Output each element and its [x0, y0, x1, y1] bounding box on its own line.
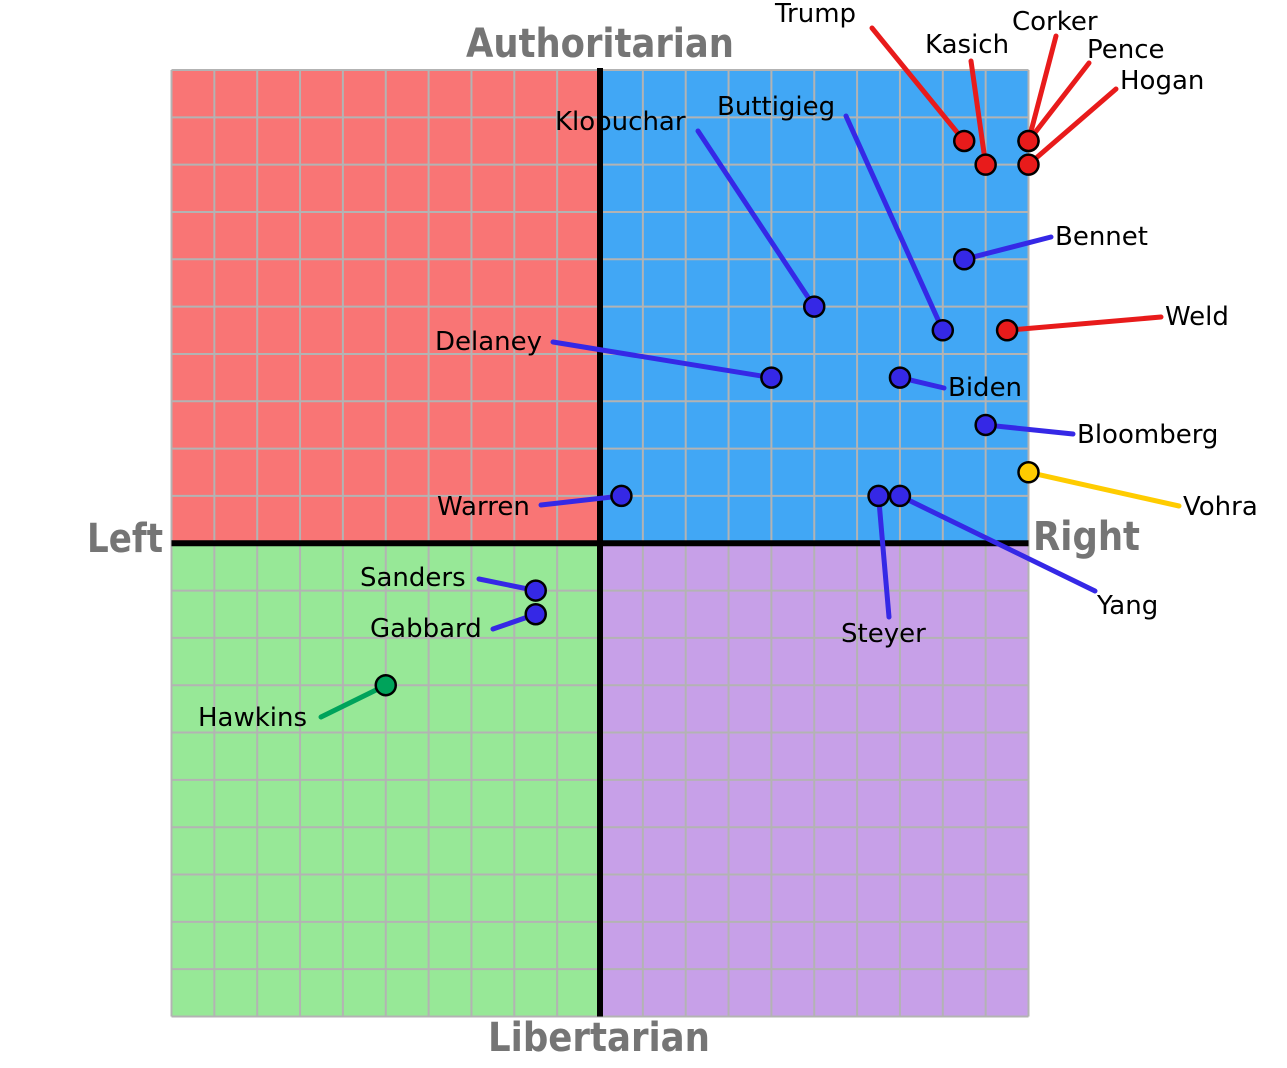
point-trump: [952, 129, 976, 153]
point-label-delaney: Delaney: [435, 327, 542, 357]
axis-label-authoritarian: Authoritarian: [466, 21, 734, 67]
point-biden: [888, 366, 912, 389]
point-gabbard: [524, 602, 547, 626]
point-buttigieg: [931, 319, 955, 342]
point-klobuchar: [803, 295, 826, 318]
point-label-hogan: Hogan: [1120, 66, 1204, 96]
leader-line-klobuchar: [695, 128, 817, 310]
point-bennet: [952, 248, 976, 271]
point-yang: [888, 484, 912, 508]
axis-lines: [171, 68, 1029, 1017]
point-label-gabbard: Gabbard: [370, 614, 482, 644]
leader-line-kasich: [968, 58, 989, 168]
point-label-yang: Yang: [1096, 591, 1158, 621]
point-hogan: [1017, 153, 1040, 176]
point-label-trump: Trump: [774, 0, 856, 29]
point-vohra: [1017, 461, 1040, 484]
point-label-weld: Weld: [1165, 302, 1229, 332]
point-label-vohra: Vohra: [1183, 492, 1258, 522]
leader-line-pence: [1026, 60, 1092, 144]
leader-line-delaney: [550, 339, 774, 381]
point-label-biden: Biden: [948, 373, 1022, 403]
axis-label-libertarian: Libertarian: [488, 1015, 710, 1061]
point-label-bennet: Bennet: [1055, 222, 1148, 252]
point-label-bloomberg: Bloomberg: [1077, 420, 1218, 450]
leader-line-bennet: [961, 234, 1054, 262]
point-warren: [610, 484, 633, 508]
point-label-klobuchar: Klobuchar: [555, 107, 686, 137]
point-label-hawkins: Hawkins: [198, 703, 307, 733]
leader-line-bloomberg: [983, 422, 1076, 437]
point-label-steyer: Steyer: [841, 619, 926, 649]
point-label-kasich: Kasich: [925, 30, 1009, 60]
leader-line-yang: [897, 493, 1098, 594]
point-hawkins: [374, 673, 397, 697]
leader-line-buttigieg: [843, 113, 946, 333]
leader-line-weld: [1004, 314, 1164, 333]
leader-line-vohra: [1026, 469, 1182, 509]
point-label-warren: Warren: [437, 492, 530, 522]
point-label-corker: Corker: [1012, 7, 1098, 37]
axis-label-right: Right: [1033, 514, 1140, 560]
leader-lines: [318, 25, 1182, 720]
leader-line-steyer: [876, 493, 892, 620]
leader-line-hawkins: [318, 682, 389, 720]
data-points: [374, 129, 1040, 697]
leader-line-corker: [1026, 33, 1059, 144]
axis-label-left: Left: [87, 516, 163, 562]
leader-line-trump: [869, 25, 967, 144]
point-pence: [1017, 129, 1040, 153]
leader-line-warren: [538, 493, 624, 508]
point-label-buttigieg: Buttigieg: [717, 92, 835, 122]
point-label-sanders: Sanders: [360, 563, 466, 593]
point-steyer: [867, 484, 890, 508]
point-label-pence: Pence: [1087, 35, 1165, 65]
point-kasich: [974, 153, 997, 176]
leader-line-hogan: [1026, 86, 1119, 168]
point-delaney: [760, 366, 783, 389]
point-sanders: [524, 579, 547, 602]
point-weld: [995, 319, 1019, 342]
point-bloomberg: [974, 413, 997, 437]
